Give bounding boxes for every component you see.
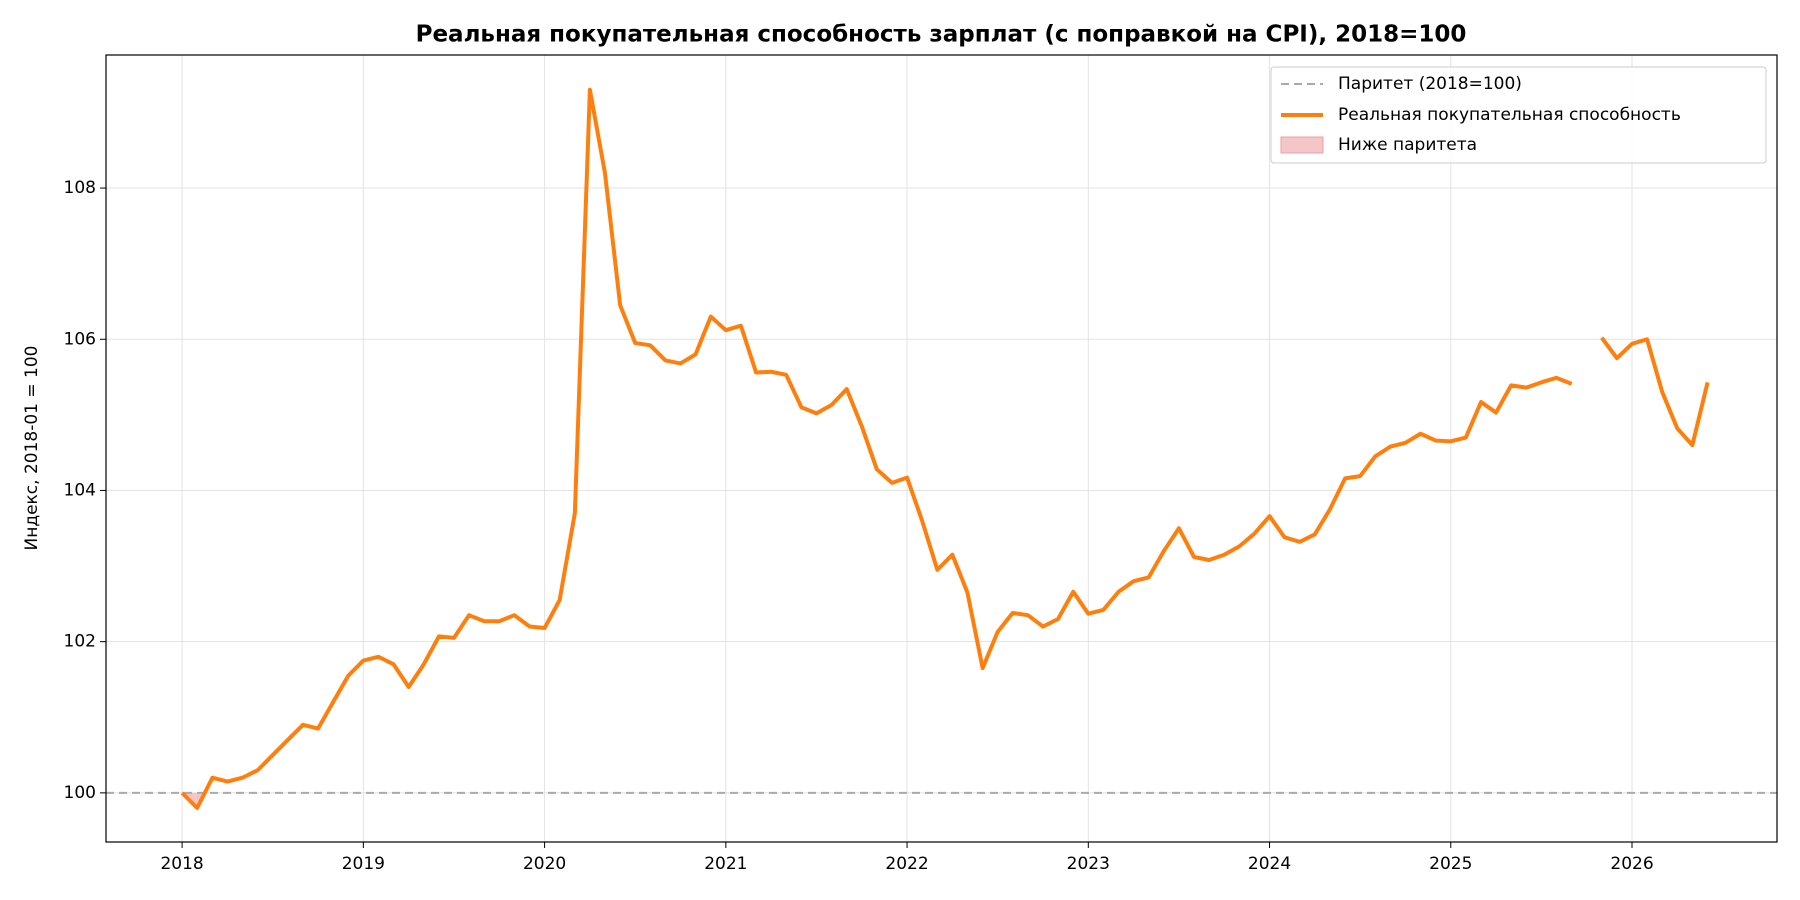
legend-swatch: [1280, 136, 1324, 154]
x-tick-label: 2025: [1429, 854, 1472, 874]
x-tick-label: 2022: [885, 854, 928, 874]
x-tick-label: 2019: [342, 854, 385, 874]
below-parity-fill: [182, 792, 1572, 808]
legend-label: Реальная покупательная способность: [1338, 105, 1681, 125]
y-tick-label: 102: [64, 632, 96, 652]
x-tick-label: 2024: [1248, 854, 1291, 874]
x-tick-label: 2023: [1067, 854, 1110, 874]
y-tick-label: 108: [64, 178, 96, 198]
below-parity-fill: [1601, 792, 1708, 793]
x-tick-label: 2018: [160, 854, 203, 874]
y-tick-label: 100: [64, 783, 96, 803]
chart-title: Реальная покупательная способность зарпл…: [416, 22, 1467, 48]
legend-label: Паритет (2018=100): [1338, 74, 1522, 94]
legend-label: Ниже паритета: [1338, 135, 1477, 155]
legend-box: [1270, 66, 1767, 164]
plot-frame: [105, 54, 1778, 843]
x-tick-label: 2020: [523, 854, 566, 874]
y-tick-label: 106: [64, 329, 96, 349]
x-tick-label: 2026: [1610, 854, 1653, 874]
y-axis-label: Индекс, 2018-01 = 100: [22, 346, 42, 551]
x-tick-label: 2021: [704, 854, 747, 874]
y-tick-label: 104: [64, 480, 96, 500]
series-line: [180, 87, 1710, 810]
